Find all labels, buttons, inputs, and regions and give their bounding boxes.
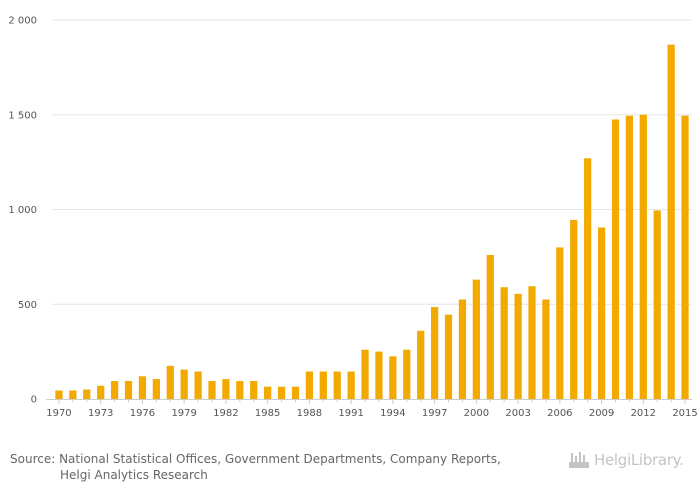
bar-2001: [486, 254, 494, 399]
bar-1992: [361, 349, 369, 399]
x-tick-label: 2015: [672, 408, 697, 419]
x-tick-label: 1979: [171, 408, 196, 419]
helgi-library-logo: HelgiLibrary.: [568, 448, 692, 472]
y-tick-label: 1 500: [8, 110, 37, 121]
y-tick-label: 0: [31, 395, 37, 406]
bar-1980: [194, 371, 202, 399]
bar-1993: [375, 351, 383, 399]
x-tick-label: 1988: [297, 408, 322, 419]
bar-2013: [653, 210, 661, 399]
bar-1995: [403, 349, 411, 399]
bar-2015: [681, 115, 689, 399]
bar-1989: [319, 371, 327, 399]
brand-name: HelgiLibrary.: [594, 451, 684, 469]
bar-1983: [236, 380, 244, 399]
bar-1987: [291, 386, 300, 399]
bar-1975: [124, 380, 133, 399]
bar-1994: [389, 356, 397, 399]
bar-2010: [611, 119, 620, 400]
x-tick-label: 2000: [464, 408, 489, 419]
bar-2004: [528, 286, 536, 399]
bar-1988: [305, 371, 314, 399]
x-tick-label: 1976: [130, 408, 155, 419]
bar-2006: [556, 247, 564, 399]
bar-1974: [110, 380, 119, 399]
bar-1999: [458, 299, 467, 399]
bar-2014: [667, 44, 675, 399]
bar-2009: [597, 227, 606, 399]
bar-1971: [69, 390, 77, 399]
bar-1997: [430, 307, 439, 399]
x-tick-label: 2012: [631, 408, 656, 419]
x-tick-label: 1973: [88, 408, 113, 419]
y-tick-label: 1 000: [8, 205, 37, 216]
x-tick-label: 1982: [213, 408, 238, 419]
bar-1977: [152, 379, 160, 399]
x-tick-label: 1991: [338, 408, 363, 419]
bar-1973: [97, 385, 105, 399]
bar-1984: [250, 380, 258, 399]
bar-2002: [500, 287, 508, 399]
y-axis-ticks: 0 500 1 000 1 500 2 000: [8, 16, 37, 406]
bar-2008: [584, 158, 592, 399]
x-tick-label: 1970: [46, 408, 71, 419]
source-line-1: Source: National Statistical Offices, Go…: [10, 452, 501, 466]
bar-2007: [570, 219, 578, 399]
x-tick-label: 1985: [255, 408, 280, 419]
bar-1985: [264, 386, 272, 399]
bar-chart: 0 500 1 000 1 500 2 000 1970 1973 1976 1979 1982…: [8, 16, 698, 420]
bar-1998: [444, 314, 453, 399]
helgi-logo-icon: [569, 452, 589, 468]
bar-1979: [180, 369, 188, 399]
y-tick-label: 500: [18, 300, 37, 311]
source-note: Source: National Statistical Offices, Go…: [10, 451, 550, 483]
bar-2005: [542, 299, 550, 399]
bar-1976: [138, 376, 147, 399]
x-tick-label: 2006: [547, 408, 572, 419]
x-tick-label: 1994: [380, 408, 405, 419]
x-tick-label: 1997: [422, 408, 447, 419]
bar-1991: [347, 371, 355, 399]
bar-1996: [417, 330, 425, 399]
bar-2012: [639, 114, 647, 399]
bar-1986: [277, 386, 286, 399]
bar-1990: [333, 371, 341, 399]
bar-1982: [222, 379, 230, 399]
bar-1972: [83, 389, 91, 399]
bar-2003: [514, 293, 522, 399]
x-tick-label: 2009: [589, 408, 614, 419]
x-tick-label: 2003: [505, 408, 530, 419]
bar-series: [55, 44, 689, 400]
bar-2011: [625, 115, 634, 399]
bar-1978: [166, 365, 174, 399]
x-axis-ticks: 1970 1973 1976 1979 1982 1985 1988 1991 1994 1997…: [46, 400, 698, 419]
gridlines: [52, 19, 692, 305]
bar-1981: [208, 380, 216, 399]
bar-1970: [55, 390, 63, 399]
bar-2000: [472, 279, 480, 399]
y-tick-label: 2 000: [8, 16, 37, 27]
source-line-2: Helgi Analytics Research: [60, 468, 208, 482]
